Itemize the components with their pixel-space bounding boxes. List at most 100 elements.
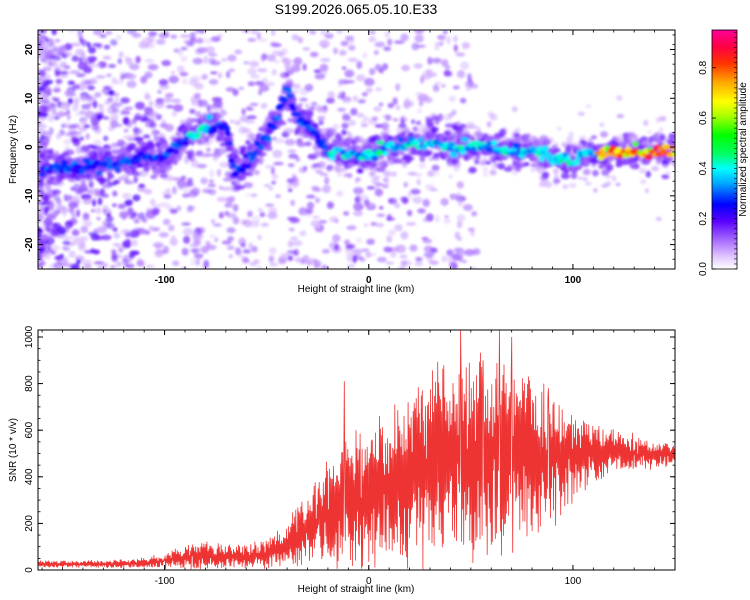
spectrogram-cell [511,106,518,113]
spectrogram-cell [374,41,386,48]
spectrogram-cell [38,258,43,264]
spectrogram-cell [221,58,228,62]
spectrogram-cell [566,136,574,141]
spectrogram-cell [248,242,254,250]
spectrogram-cell [95,75,106,79]
spectrogram-cell [226,141,233,146]
spectrogram-cell [305,110,314,118]
spectrogram-cell [48,238,53,245]
spectrogram-cell [287,188,293,193]
spectrogram-cell [47,114,55,122]
spectrogram-cell [441,84,446,88]
spectrogram-cell [77,62,88,70]
spectrogram-cell [616,114,625,119]
spectrogram-cell [206,244,217,250]
spectrogram-cell [447,255,454,264]
spectrogram-cell [116,139,125,147]
spectrogram-cell [278,120,287,126]
spectrogram-cell [577,111,585,117]
spectrogram-cell [319,63,329,72]
spectrogram-cell [100,193,110,198]
spectrogram-cell [203,136,210,143]
spectrogram-cell [192,232,199,241]
spectrogram-cell [431,115,440,121]
spectrogram-cell [112,190,118,197]
spectrogram-cell [457,253,465,258]
spectrogram-cell [226,227,236,234]
spectrogram-cell [200,177,208,185]
spectrogram-cell [247,81,255,87]
spectrogram-cell [483,171,488,177]
spectrogram-cell [98,104,104,108]
spectrogram-cell [309,51,319,58]
spectrogram-cell [63,235,74,241]
spectrogram-cell [302,47,311,51]
spectrogram-cell [414,261,424,267]
spectrogram-cell [319,172,329,177]
spectrogram-cell [405,155,415,162]
spectrogram-cell [38,172,46,177]
spectrogram-cell [485,160,492,165]
spectrogram-cell [655,216,662,222]
spectrogram-cell [296,142,306,148]
spectrogram-cell [219,161,230,168]
spectrogram-cell [416,178,421,186]
spectrogram-cell [85,222,93,227]
spectrogram-cell [302,119,311,126]
spectrogram-cell [250,30,259,35]
spectrogram-cell [561,174,570,179]
x-tick-label: 0 [366,576,372,587]
spectrogram-cell [274,115,281,121]
spectrogram-cell [318,120,324,126]
spectrogram-cell [448,95,457,102]
spectrogram-cell [164,30,170,38]
spectrogram-cell [353,187,364,195]
spectrogram-cell [585,104,592,108]
spectrogram-cell [412,126,419,132]
spectrogram-cell [134,158,142,163]
spectrogram-cell [570,171,578,180]
spectrogram-cell [38,138,48,146]
spectrogram-cell [47,212,59,218]
spectrogram-cell [187,177,193,184]
spectrogram-cell [421,236,429,241]
spectrogram-cell [229,119,235,124]
spectrogram-cell [382,150,389,156]
spectrogram-cell [288,227,295,232]
x-tick-label: -100 [155,576,175,587]
spectrogram-cell [387,102,395,109]
spectrogram-cell [88,46,96,54]
spectrogram-cell [284,138,296,146]
spectrogram-cell [151,203,161,208]
spectrogram-cell [378,206,384,210]
spectrogram-cell [117,58,123,65]
spectrogram-cell [70,265,79,269]
spectrogram-cell [207,52,218,57]
spectrogram-cell [444,130,452,137]
spectrogram-cell [568,182,577,188]
spectrogram-cell [48,127,54,135]
spectrogram-cell [173,149,180,155]
spectrogram-cell [120,228,132,235]
spectrogram-cell [55,38,61,43]
spectrogram-cell [122,135,134,140]
spectrogram-cell [551,144,557,150]
spectrogram-cell [271,180,277,185]
spectrogram-cell [327,91,336,100]
spectrogram-cell [96,207,102,215]
spectrogram-cell [310,101,318,107]
spectrogram-cell [69,208,75,215]
spectrogram-cell [147,63,159,71]
spectrogram-cell [659,133,666,141]
spectrogram-cell [374,49,379,56]
spectrogram-cell [525,133,532,138]
spectrogram-cell [170,34,178,39]
spectrogram-cell [456,181,464,189]
spectrogram-cell [568,131,575,137]
spectrogram-cell [112,227,118,233]
spectrogram-cell [360,123,369,128]
spectrogram-cell [340,40,349,47]
spectrogram-cell [155,244,162,250]
spectrogram-cell [228,158,235,164]
